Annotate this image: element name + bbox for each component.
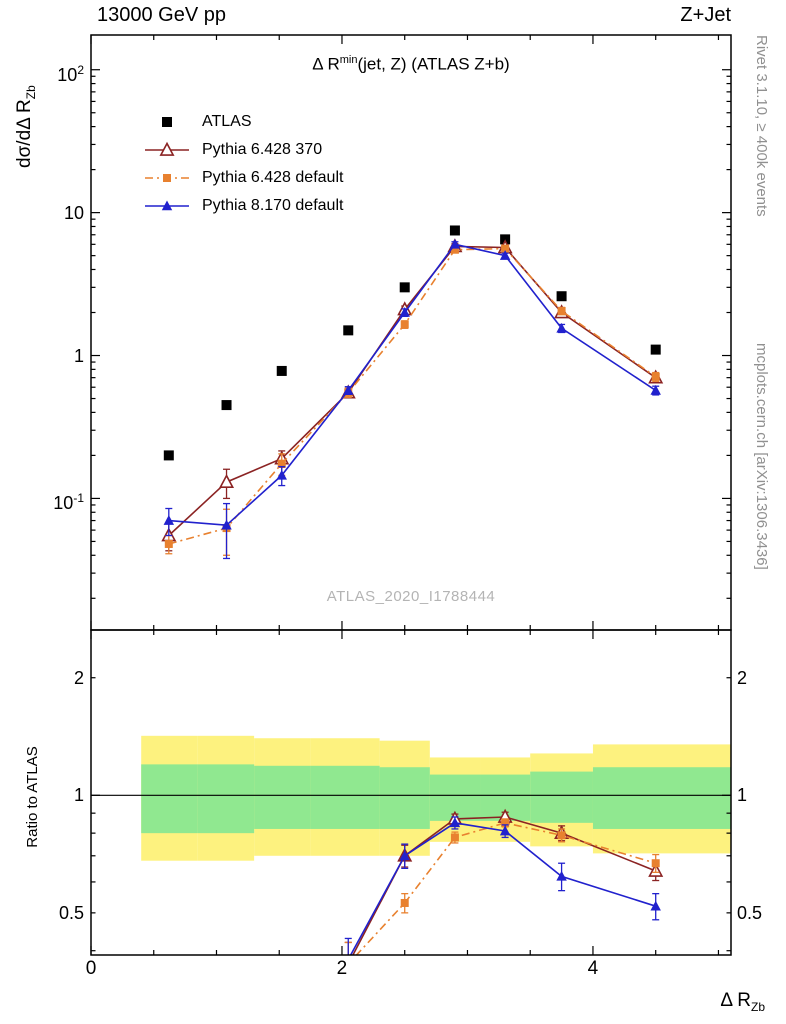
green-band-segment (592, 767, 731, 829)
process-label: Z+Jet (680, 4, 731, 26)
plot-title-superscript: min (339, 54, 358, 66)
x-axis-label-text: Δ R (720, 990, 751, 1011)
x-axis-label-subscript: Zb (750, 999, 765, 1014)
green-band-segment (530, 771, 593, 823)
legend-marker-square-small-icon (145, 174, 189, 182)
legend: ATLAS Pythia 6.428 370 Pythia 6.428 defaul… (142, 108, 343, 220)
plot-title-prefix: Δ R (312, 54, 340, 74)
series-pythia-6-428-370 (161, 238, 664, 552)
y-axis-label-subscript: Zb (23, 85, 38, 100)
beam-energy-label: 13000 GeV pp (97, 4, 226, 26)
plot-title: Δ Rmin(jet, Z) (ATLAS Z+b) (91, 54, 731, 75)
legend-entry: Pythia 6.428 370 (142, 136, 343, 164)
ratio-panel-series (344, 808, 664, 955)
series-pythia-8-170-default (344, 816, 661, 955)
green-band-segment (379, 767, 430, 829)
rivet-version-note: Rivet 3.1.10, ≥ 400k events (753, 35, 770, 217)
mcplots-citation-note: mcplots.cern.ch [arXiv:1306.3436] (753, 343, 770, 570)
y-axis-label: dσ/dΔ RZb (14, 33, 38, 168)
legend-label: ATLAS (202, 113, 252, 130)
legend-label: Pythia 6.428 370 (202, 141, 323, 158)
x-axis-label: Δ RZb (640, 990, 765, 1014)
legend-label: Pythia 8.170 default (202, 197, 344, 214)
ratio-uncertainty-bands (141, 735, 731, 861)
legend-label: Pythia 6.428 default (202, 169, 344, 186)
ratio-axis-label: Ratio to ATLAS (24, 746, 41, 848)
series-atlas (163, 225, 661, 461)
series-pythia-6-428-default (164, 244, 660, 556)
top-panel-series (161, 225, 664, 560)
analysis-watermark: ATLAS_2020_I1788444 (326, 588, 496, 605)
legend-marker-square-icon (162, 117, 172, 127)
green-band-segment (310, 765, 380, 829)
green-band-segment (197, 764, 255, 834)
ratio-panel-frame (90, 629, 732, 956)
plot-title-suffix: (jet, Z) (ATLAS Z+b) (357, 54, 510, 74)
legend-entry: Pythia 8.170 default (142, 192, 343, 220)
series-pythia-6-428-default (344, 818, 660, 955)
y-axis-label-text: dσ/dΔ R (14, 99, 35, 168)
green-band-segment (141, 764, 198, 834)
series-pythia-8-170-default (163, 238, 661, 560)
legend-entry: ATLAS (142, 108, 343, 136)
legend-marker-triangle-icon (145, 200, 189, 211)
green-band-segment (254, 765, 311, 829)
legend-marker-triangle-open-icon (145, 141, 189, 156)
legend-entry: Pythia 6.428 default (142, 164, 343, 192)
